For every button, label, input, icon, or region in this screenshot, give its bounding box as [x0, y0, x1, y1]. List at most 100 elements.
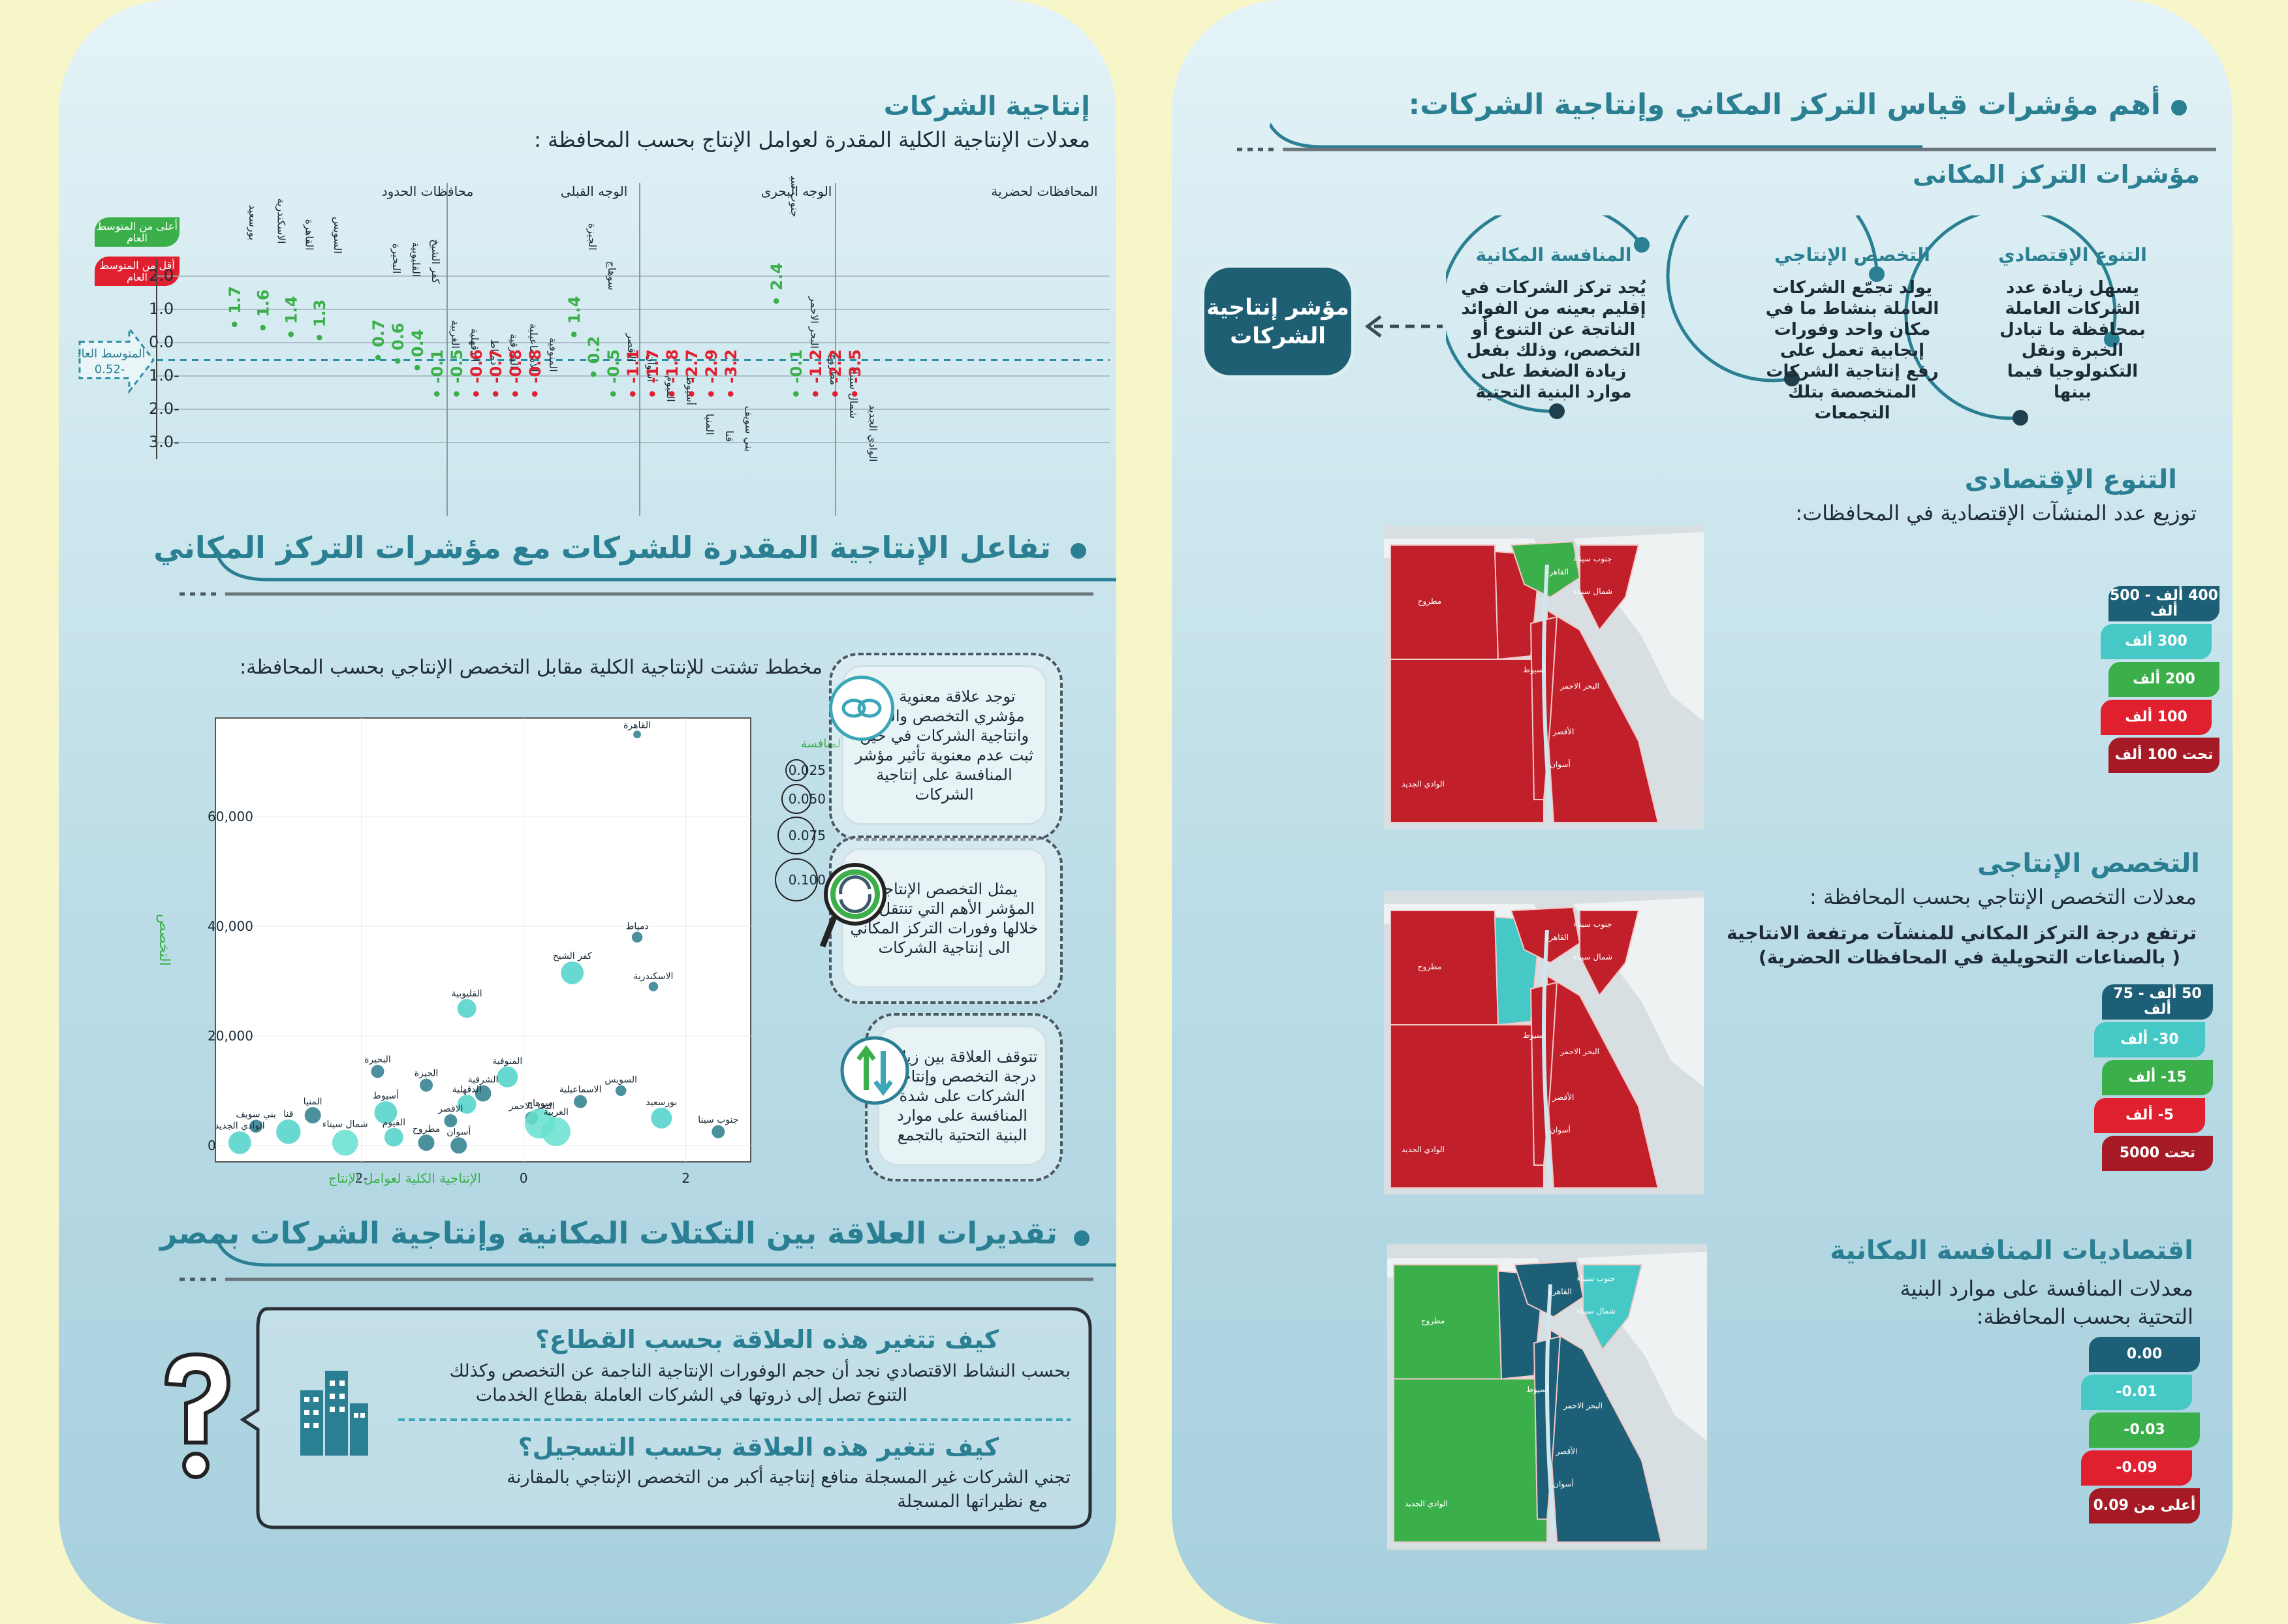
y-tick-label: 0: [208, 1138, 216, 1153]
category-text: الشرقية: [507, 334, 520, 368]
category-text: القليوبية: [409, 242, 422, 277]
bar-value-text: 0.5- •: [448, 349, 466, 399]
scatter-point-label: مطروح: [413, 1124, 441, 1134]
bar-category-label: الغربية: [448, 320, 462, 349]
q1-text-2: التنوع تصل إلى ذروتها في الشركات العاملة…: [475, 1385, 907, 1405]
bar-value-text: 1.7- •: [644, 349, 662, 399]
arrows-up-down-icon: [840, 1036, 909, 1105]
egypt-map-svg: مطروح الوادي الجديد جنوب سيناء شمال سيناء ال…: [1384, 891, 1704, 1195]
scatter-point: [497, 1066, 518, 1087]
arc-item-specialization: التخصص الإنتاجي يولد تجمّع الشركات العام…: [1763, 245, 1942, 424]
bar-value-text: 0.6- •: [467, 349, 486, 399]
connection-icon: [829, 676, 894, 741]
competition-legend: 0.00 0.01- 0.03- 0.09- أعلى من 0.09: [2081, 1337, 2206, 1533]
map-label: جنوب سيناء: [1574, 920, 1612, 929]
right-panel: أهم مؤشرات قياس التركز المكاني وإنتاجية …: [1172, 0, 2233, 1624]
estimates-underline: [215, 1233, 1116, 1267]
competition-map: مطروح الوادي الجديد جنوب سيناء شمال سيناء ال…: [1387, 1243, 1707, 1550]
legend-pill: 30- ألف: [2094, 1022, 2205, 1057]
size-legend-label: 0.025: [789, 762, 826, 778]
scatter-point-label: الجيزة: [415, 1068, 438, 1078]
specialization-legend: 50 ألف - 75 ألف 30- ألف 15- ألف 5- ألف تحت 5…: [2094, 984, 2219, 1180]
category-text: بورسعيد: [246, 205, 259, 241]
competition-title: اقتصاديات المنافسة المكانية: [1830, 1236, 2193, 1266]
bar-value-label: 2.4 •: [768, 263, 786, 306]
info-box-2: يمثل التخصص الإنتاجي المؤشر الأهم التي ت…: [841, 848, 1047, 988]
map-label: الوادي الجديد: [1405, 1499, 1448, 1509]
category-text: القاهرة: [303, 219, 316, 251]
bar-value-label: 0.6 •: [389, 322, 407, 366]
map-label: القاهرة: [1548, 1287, 1572, 1297]
bar-category-label: المنيا: [704, 414, 716, 435]
bar-value-text: 1.6 •: [254, 289, 272, 332]
egypt-map-svg: مطروح الوادي الجديد جنوب سيناء شمال سيناء ال…: [1384, 525, 1704, 829]
bar-value-label: 0.7 •: [369, 319, 388, 362]
bar-value-text: 1.4 •: [283, 296, 301, 339]
bar-value-text: 1.1- •: [624, 349, 642, 399]
scatter-point: [374, 1101, 398, 1124]
bar-value-label: 0.7- •: [487, 349, 505, 399]
legend-pill: 0.00: [2089, 1337, 2200, 1372]
map-label: القاهرة: [1545, 933, 1569, 943]
scatter-point-label: بني سويف: [236, 1109, 276, 1119]
category-text: دمياط: [488, 339, 501, 365]
group-label: المحافظات لحضرية: [991, 183, 1097, 199]
map-label: أسوان: [1550, 759, 1571, 770]
y-axis-label: التخصص: [156, 914, 172, 966]
bar-category-label: القاهرة: [303, 219, 316, 251]
scatter-point: [384, 1127, 403, 1147]
bar-category-label: الشرقية: [507, 334, 520, 368]
bar-value-text: 1.8- •: [663, 349, 682, 399]
category-text: بني سويف: [742, 406, 755, 452]
bar-value-text: 0.8- •: [507, 349, 525, 399]
bar-value-label: 2.2- •: [826, 349, 845, 399]
bar-value-text: 0.8- •: [526, 349, 544, 399]
nile-river: [1545, 1284, 1556, 1533]
bar-category-label: كفر الشيخ: [429, 239, 442, 284]
scatter-point: [457, 999, 477, 1018]
bar-category-label: أسوان: [644, 354, 658, 382]
scatter-point-label: شمال سيناء: [322, 1119, 368, 1130]
title-bullet: [2171, 100, 2187, 116]
scatter-point: [457, 1095, 477, 1114]
bar-category-label: الفيوم: [664, 375, 677, 401]
arc-item-text: يُجد تركز الشركات في إقليم بعينه من الفو…: [1461, 278, 1646, 402]
bar-value-text: 2.2- •: [826, 349, 845, 399]
bar-value-label: 1.7- •: [644, 349, 662, 399]
category-text: مطروح: [827, 354, 840, 386]
map-label: أسيوط: [1523, 1030, 1545, 1040]
map-label: البحر الاحمر: [1563, 1401, 1603, 1411]
bar-value-text: 0.7 •: [369, 319, 388, 362]
legend-pill: 15- ألف: [2102, 1060, 2213, 1095]
bar-value-text: 0.5- •: [604, 349, 623, 399]
productivity-subtitle: معدلات الإنتاجية الكلية المقدرة لعوامل ا…: [534, 127, 1090, 152]
scatter-point-label: بورسعيد: [646, 1097, 677, 1108]
scatter-point: [561, 961, 584, 984]
y-tick-label: 40,000: [208, 918, 253, 934]
estimates-bullet: [1074, 1230, 1089, 1246]
y-tick-label: 20,000: [208, 1028, 253, 1044]
sinai-region: [1579, 544, 1640, 631]
y-tick-label: -3.0: [149, 433, 180, 451]
y-tick-label: 2.0: [149, 266, 174, 285]
legend-pill: تحت 100 ألف: [2108, 738, 2219, 773]
arc-item-title: التخصص الإنتاجي: [1774, 244, 1930, 266]
main-title: أهم مؤشرات قياس التركز المكاني وإنتاجية …: [1408, 88, 2161, 121]
legend-pill: 200 ألف: [2108, 662, 2219, 697]
x-tick-label: -2: [355, 1170, 368, 1186]
legend-low: أقل من المتوسط العام: [95, 257, 180, 286]
bar-value-text: 0.7- •: [487, 349, 505, 399]
y-axis-label-group: التخصص: [156, 914, 172, 966]
scatter-point: [633, 730, 641, 739]
legend-pill: 5- ألف: [2094, 1098, 2205, 1133]
map-label: أسيوط: [1526, 1384, 1548, 1395]
bar-category-label: بورسعيد: [246, 205, 259, 241]
legend-low-label: أقل من المتوسط العام: [99, 258, 175, 283]
scatter-point-label: قنا: [283, 1109, 293, 1119]
category-text: جنوب سينا: [788, 176, 801, 217]
bar-value-label: 1.6 •: [254, 289, 272, 332]
map-label: أسوان: [1550, 1125, 1571, 1135]
bar-category-label: مطروح: [827, 354, 840, 386]
arcs-diagram: [1446, 215, 2120, 426]
bar-value-label: 0.8- •: [507, 349, 525, 399]
